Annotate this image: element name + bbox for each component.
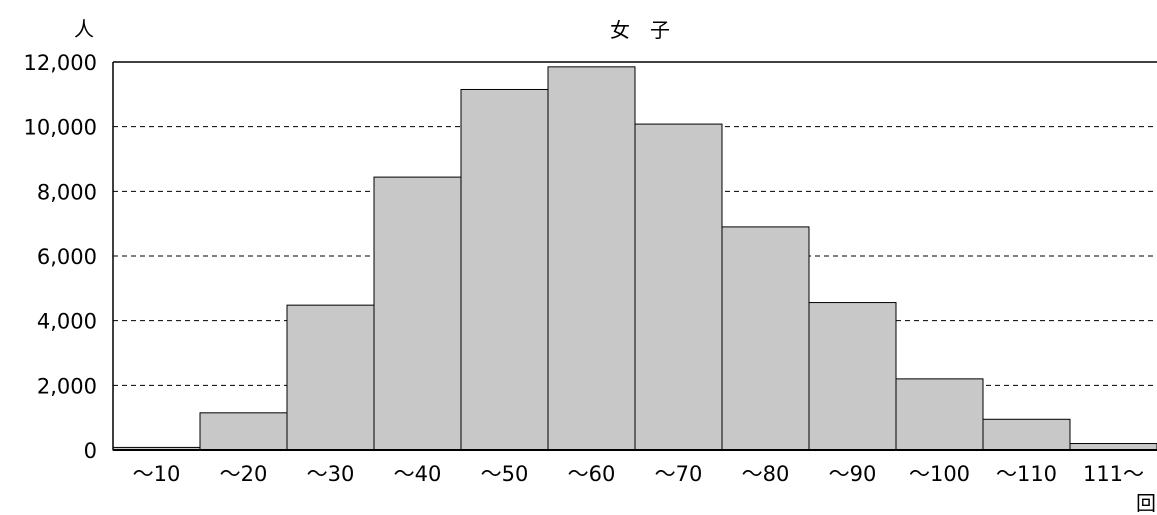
x-tick-labels: ～10 ～20 ～30 ～40 ～50 ～60 ～70 ～80 ～90 ～100 ～110 111～	[133, 462, 1144, 486]
y-tick-label: 8,000	[37, 180, 97, 204]
y-axis-unit-label: 人	[74, 17, 94, 41]
x-tick-label: ～10	[133, 462, 181, 486]
y-tick-label: 10,000	[24, 116, 97, 140]
bar	[373, 176, 462, 451]
y-tick-label: 2,000	[37, 374, 97, 398]
bar	[982, 418, 1071, 451]
y-tick-label: 0	[84, 439, 97, 463]
x-tick-label: ～60	[568, 462, 616, 486]
bar	[460, 88, 549, 451]
x-tick-label: ～90	[829, 462, 877, 486]
bar	[199, 412, 288, 451]
x-tick-label: 111～	[1083, 462, 1144, 486]
x-tick-label: ～30	[307, 462, 355, 486]
y-tick-label: 6,000	[37, 245, 97, 269]
bar	[634, 123, 723, 451]
x-tick-label: ～50	[481, 462, 529, 486]
x-tick-label: ～20	[220, 462, 268, 486]
bars	[112, 66, 1157, 451]
x-tick-label: ～80	[742, 462, 790, 486]
bar	[547, 66, 636, 451]
x-tick-label: ～40	[394, 462, 442, 486]
bar	[808, 302, 897, 451]
bar	[286, 304, 375, 451]
bar	[895, 378, 984, 451]
x-axis-unit-label: 回	[1136, 491, 1156, 515]
chart-title: 女 子	[610, 18, 670, 42]
axes	[112, 61, 1157, 451]
x-tick-label: ～110	[996, 462, 1057, 486]
x-tick-label: ～100	[909, 462, 970, 486]
y-tick-labels: 0 2,000 4,000 6,000 8,000 10,000 12,000	[24, 51, 97, 463]
y-tick-label: 12,000	[24, 51, 97, 75]
x-tick-label: ～70	[655, 462, 703, 486]
y-tick-label: 4,000	[37, 310, 97, 334]
bar	[721, 226, 810, 451]
